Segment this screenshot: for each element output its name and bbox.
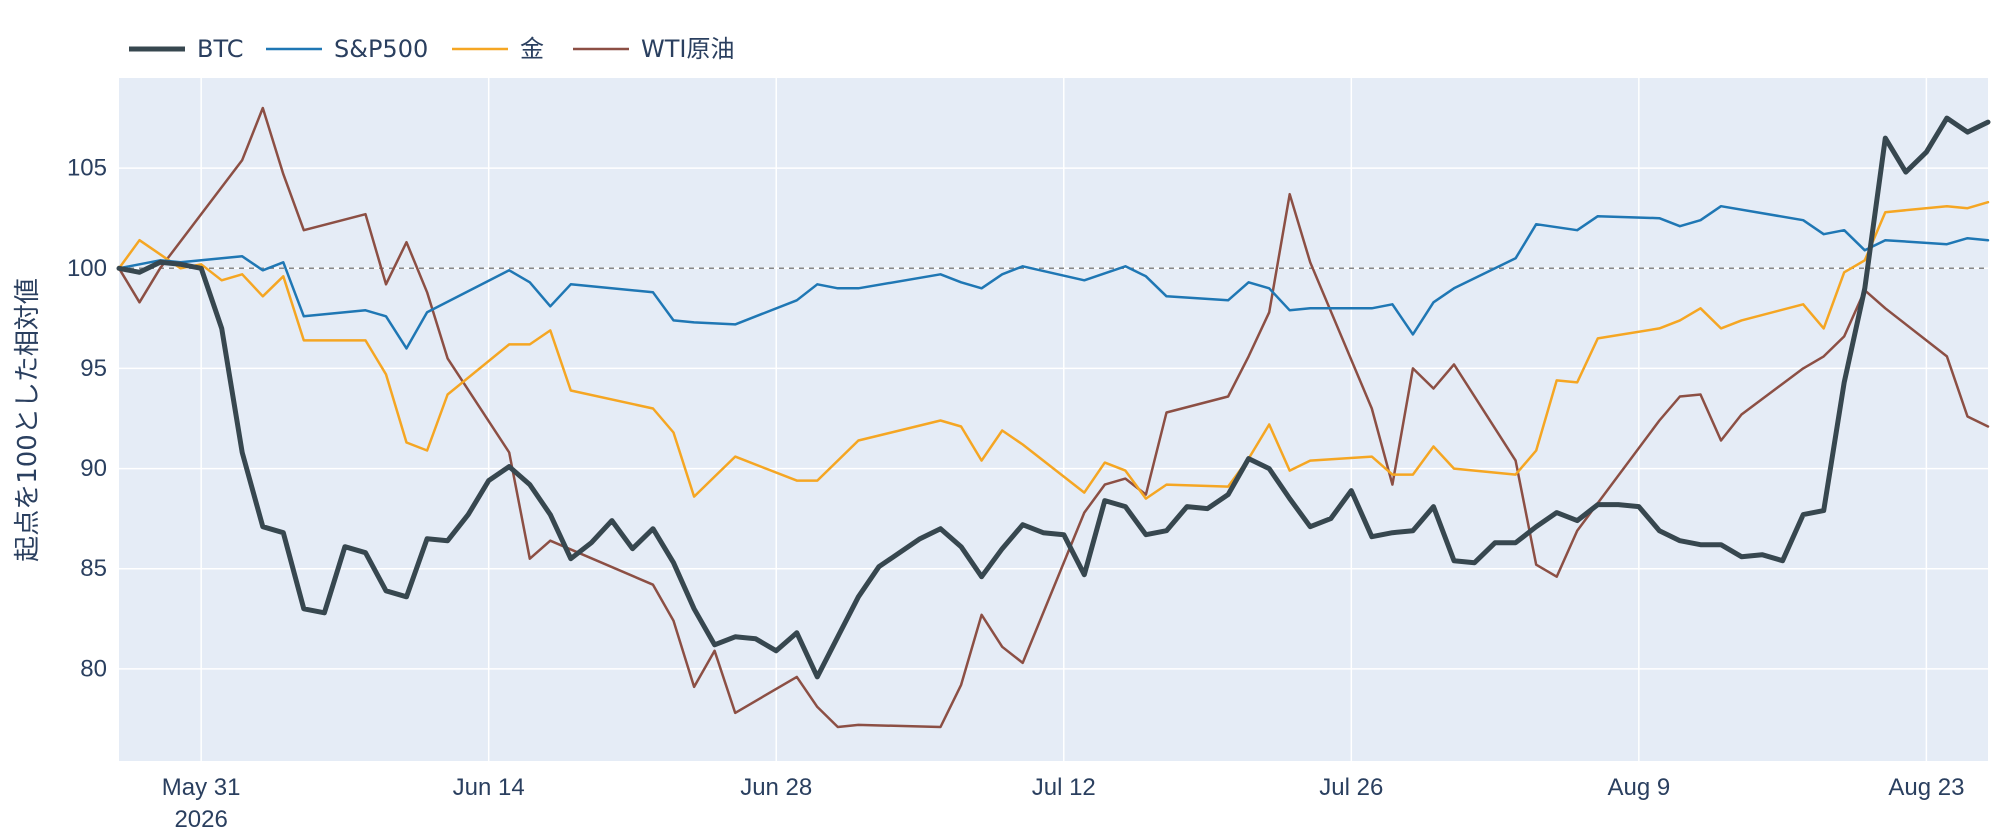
plot-background: [119, 78, 1988, 761]
y-tick-label: 100: [67, 255, 107, 282]
legend-label: S&P500: [334, 35, 428, 63]
x-tick-year-label: 2026: [174, 806, 227, 833]
legend-item-btc[interactable]: BTC: [129, 35, 243, 63]
series-line-btc: [116, 115, 1991, 680]
x-tick-label: Jul 26: [1319, 774, 1383, 801]
legend-label: BTC: [197, 35, 243, 63]
legend-item-wti-crude[interactable]: WTI原油: [573, 35, 734, 63]
y-axis-tick-labels: 80 85 90 95 100 105: [67, 155, 107, 683]
series-line-wti-crude: [117, 106, 1990, 729]
legend-item-gold[interactable]: 金: [452, 35, 544, 63]
y-tick-label: 90: [80, 455, 107, 482]
x-tick-label: May 31: [162, 774, 241, 801]
y-axis-title: 起点を100とした相対値: [13, 278, 43, 562]
x-tick-label: Aug 9: [1607, 774, 1670, 801]
y-tick-label: 105: [67, 155, 107, 182]
x-tick-label: Jul 12: [1032, 774, 1096, 801]
x-tick-label: Aug 23: [1888, 774, 1964, 801]
x-tick-label: Jun 14: [453, 774, 525, 801]
series-lines: [116, 106, 1991, 729]
series-line-gold: [117, 200, 1990, 500]
x-tick-label: Jun 28: [740, 774, 812, 801]
legend: BTC S&P500 金 WTI原油: [129, 35, 734, 63]
y-tick-label: 95: [80, 355, 107, 382]
legend-label: 金: [520, 35, 544, 63]
y-tick-label: 85: [80, 555, 107, 582]
series-line-sp500: [117, 204, 1990, 350]
x-axis-tick-labels: May 31 2026 Jun 14 Jun 28 Jul 12 Jul 26 Aug 9 A…: [162, 774, 1965, 833]
y-tick-label: 80: [80, 655, 107, 682]
legend-item-sp500[interactable]: S&P500: [266, 35, 428, 63]
legend-label: WTI原油: [641, 35, 734, 63]
